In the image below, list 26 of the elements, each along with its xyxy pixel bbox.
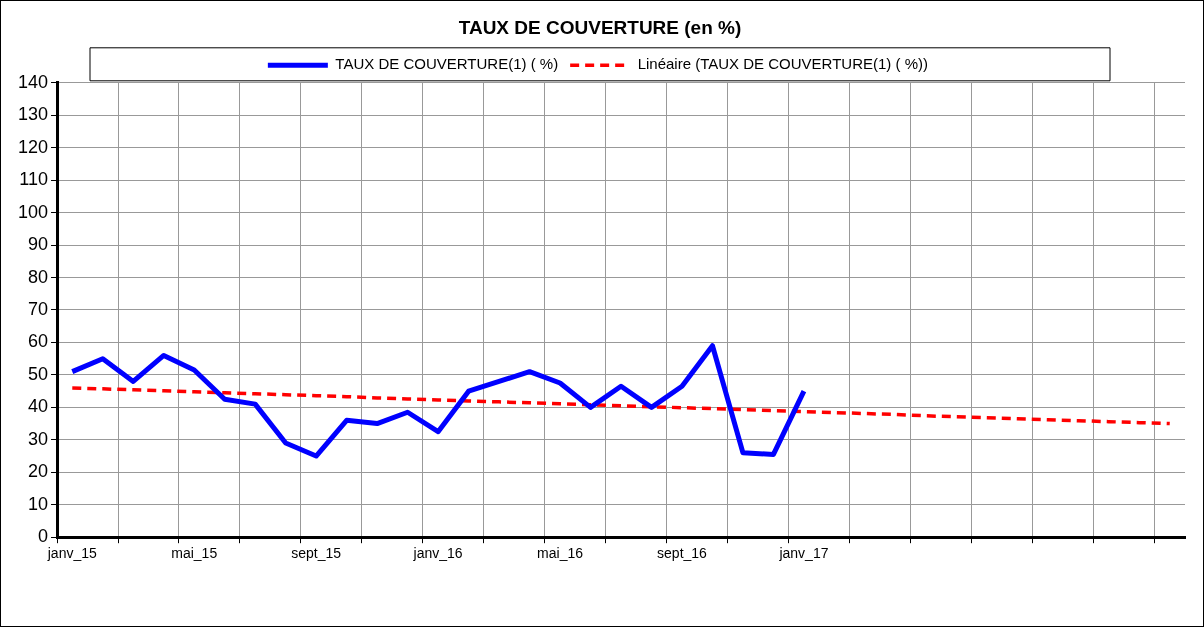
y-tick-label: 40 bbox=[28, 396, 49, 417]
legend-label: TAUX DE COUVERTURE(1) ( %) bbox=[335, 55, 559, 73]
legend-label: Linéaire (TAUX DE COUVERTURE(1) ( %)) bbox=[637, 55, 933, 73]
y-tick-label: 50 bbox=[28, 363, 49, 384]
x-tick-label: janv_15 bbox=[46, 545, 98, 562]
y-tick-label: 30 bbox=[28, 428, 49, 449]
y-tick-label: 90 bbox=[28, 234, 49, 255]
y-tick-label: 110 bbox=[19, 169, 49, 190]
y-tick-label: 70 bbox=[28, 298, 49, 319]
x-tick-label: mai_16 bbox=[537, 545, 584, 562]
y-tick-label: 100 bbox=[17, 201, 49, 222]
y-tick-label: 10 bbox=[28, 493, 49, 514]
y-tick-label: 60 bbox=[28, 331, 49, 352]
x-tick-label: sept_15 bbox=[291, 545, 342, 562]
x-tick-label: janv_17 bbox=[778, 545, 829, 562]
y-tick-label: 120 bbox=[17, 136, 49, 157]
y-tick-label: 20 bbox=[28, 461, 49, 482]
x-tick-label: janv_16 bbox=[412, 545, 463, 562]
x-tick-label: sept_16 bbox=[657, 545, 708, 562]
y-tick-label: 0 bbox=[38, 526, 49, 547]
chart-title: TAUX DE COUVERTURE (en %) bbox=[458, 16, 742, 38]
y-tick-label: 130 bbox=[17, 104, 49, 125]
line-series bbox=[70, 386, 1172, 426]
x-tick-label: mai_15 bbox=[171, 545, 218, 562]
y-tick-label: 140 bbox=[17, 71, 49, 92]
y-tick-label: 80 bbox=[28, 266, 49, 287]
